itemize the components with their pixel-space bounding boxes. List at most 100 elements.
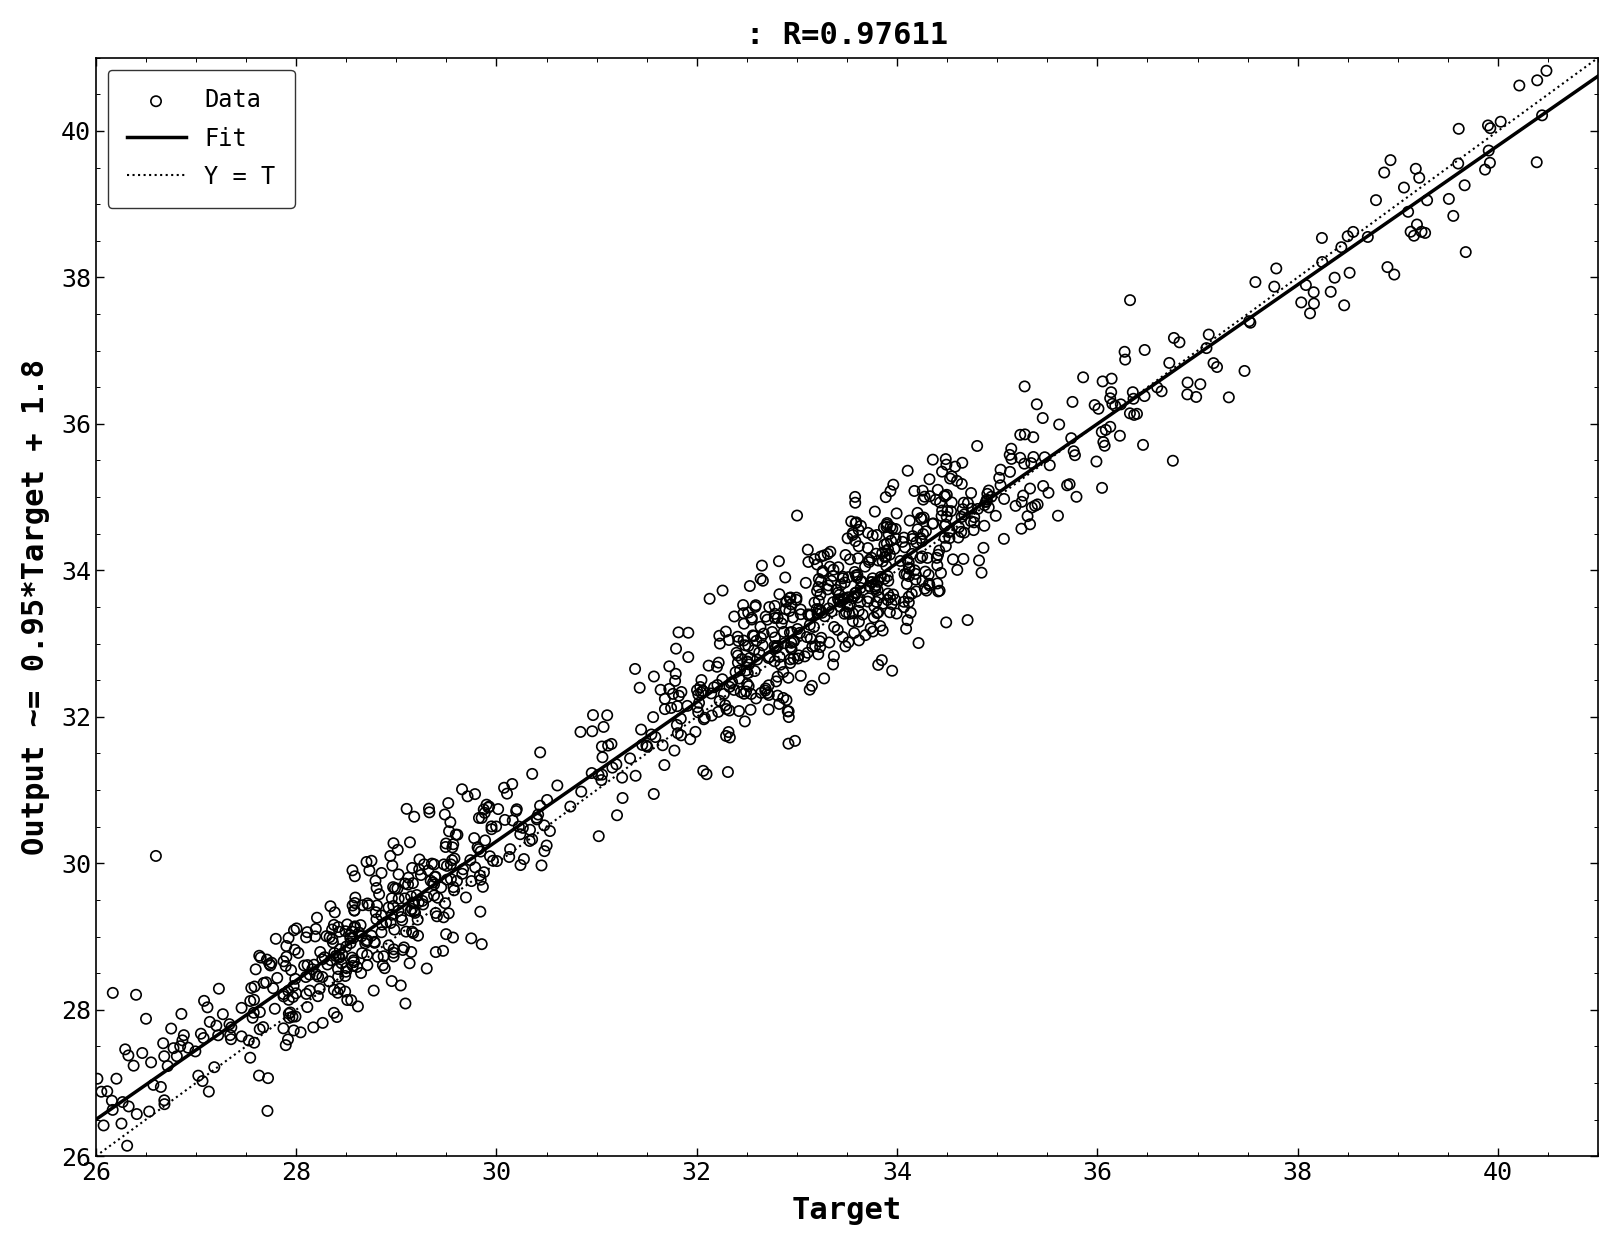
Data: [366, 885, 392, 905]
Data: [806, 632, 832, 652]
Data: [340, 951, 366, 971]
Data: [785, 645, 811, 665]
Data: [814, 545, 840, 564]
Data: [256, 1068, 282, 1088]
Data: [881, 475, 907, 495]
Data: [534, 790, 560, 810]
Data: [899, 584, 924, 604]
Data: [455, 786, 481, 806]
Data: [439, 870, 465, 890]
Data: [763, 628, 788, 648]
Data: [1375, 257, 1400, 277]
Data: [335, 991, 361, 1011]
Data: [295, 956, 321, 976]
Data: [952, 505, 978, 525]
Data: [837, 594, 863, 614]
Data: [933, 613, 958, 633]
Data: [334, 915, 359, 934]
Data: [327, 947, 353, 967]
Data: [500, 810, 526, 830]
Data: [1098, 389, 1124, 409]
Data: [835, 632, 861, 652]
Data: [325, 967, 351, 987]
Data: [1441, 206, 1467, 226]
Data: [868, 567, 894, 587]
Data: [1057, 475, 1083, 495]
Data: [719, 672, 745, 692]
Data: [410, 891, 436, 911]
Data: [988, 475, 1013, 495]
Data: [939, 466, 965, 486]
Data: [337, 928, 363, 948]
Fit: [176, 1049, 196, 1064]
Data: [610, 787, 636, 807]
Line: Y = T: Y = T: [96, 57, 1598, 1156]
Data: [342, 916, 368, 936]
Data: [528, 743, 554, 763]
Data: [732, 711, 758, 731]
Data: [916, 564, 942, 584]
Data: [763, 596, 788, 616]
Data: [877, 481, 903, 501]
Data: [198, 1012, 223, 1032]
Data: [685, 698, 711, 718]
Data: [643, 728, 669, 748]
Data: [916, 470, 942, 490]
Data: [458, 871, 484, 891]
Data: [934, 501, 960, 521]
Data: [860, 568, 886, 588]
Data: [690, 682, 716, 701]
Data: [785, 649, 811, 669]
Data: [988, 460, 1013, 480]
Data: [856, 552, 882, 572]
Data: [742, 625, 767, 645]
Data: [874, 566, 900, 586]
Data: [296, 981, 322, 1001]
Data: [876, 540, 902, 559]
Data: [1407, 168, 1433, 188]
Data: [442, 849, 468, 868]
Data: [840, 603, 866, 623]
Data: [903, 532, 929, 552]
Data: [342, 901, 368, 921]
Data: [1020, 447, 1046, 467]
Data: [798, 629, 824, 649]
Fit: [146, 1070, 165, 1085]
Data: [983, 506, 1009, 526]
Data: [876, 525, 902, 545]
Data: [471, 802, 497, 822]
Data: [421, 886, 447, 906]
Data: [665, 723, 691, 743]
Data: [929, 506, 955, 526]
Data: [416, 799, 442, 819]
Data: [920, 513, 945, 533]
Data: [505, 816, 531, 836]
Data: [662, 740, 688, 760]
Data: [1062, 445, 1088, 465]
Data: [826, 589, 852, 609]
Data: [465, 837, 491, 857]
Data: [172, 1025, 198, 1045]
Data: [329, 944, 355, 964]
Data: [717, 677, 743, 697]
Data: [309, 1013, 335, 1033]
Data: [340, 952, 366, 972]
Data: [803, 599, 829, 619]
Data: [275, 1004, 301, 1024]
Data: [348, 926, 374, 946]
Data: [714, 699, 740, 719]
Data: [416, 802, 442, 822]
Data: [1237, 313, 1263, 333]
Data: [683, 721, 709, 741]
Data: [774, 592, 800, 612]
Data: [1007, 447, 1033, 467]
Data: [304, 908, 330, 928]
Data: [332, 982, 358, 1002]
Data: [845, 588, 871, 608]
Data: [756, 648, 782, 668]
Data: [392, 873, 418, 893]
Data: [903, 569, 929, 589]
Data: [440, 835, 466, 855]
Data: [735, 652, 761, 672]
Data: [586, 826, 612, 846]
